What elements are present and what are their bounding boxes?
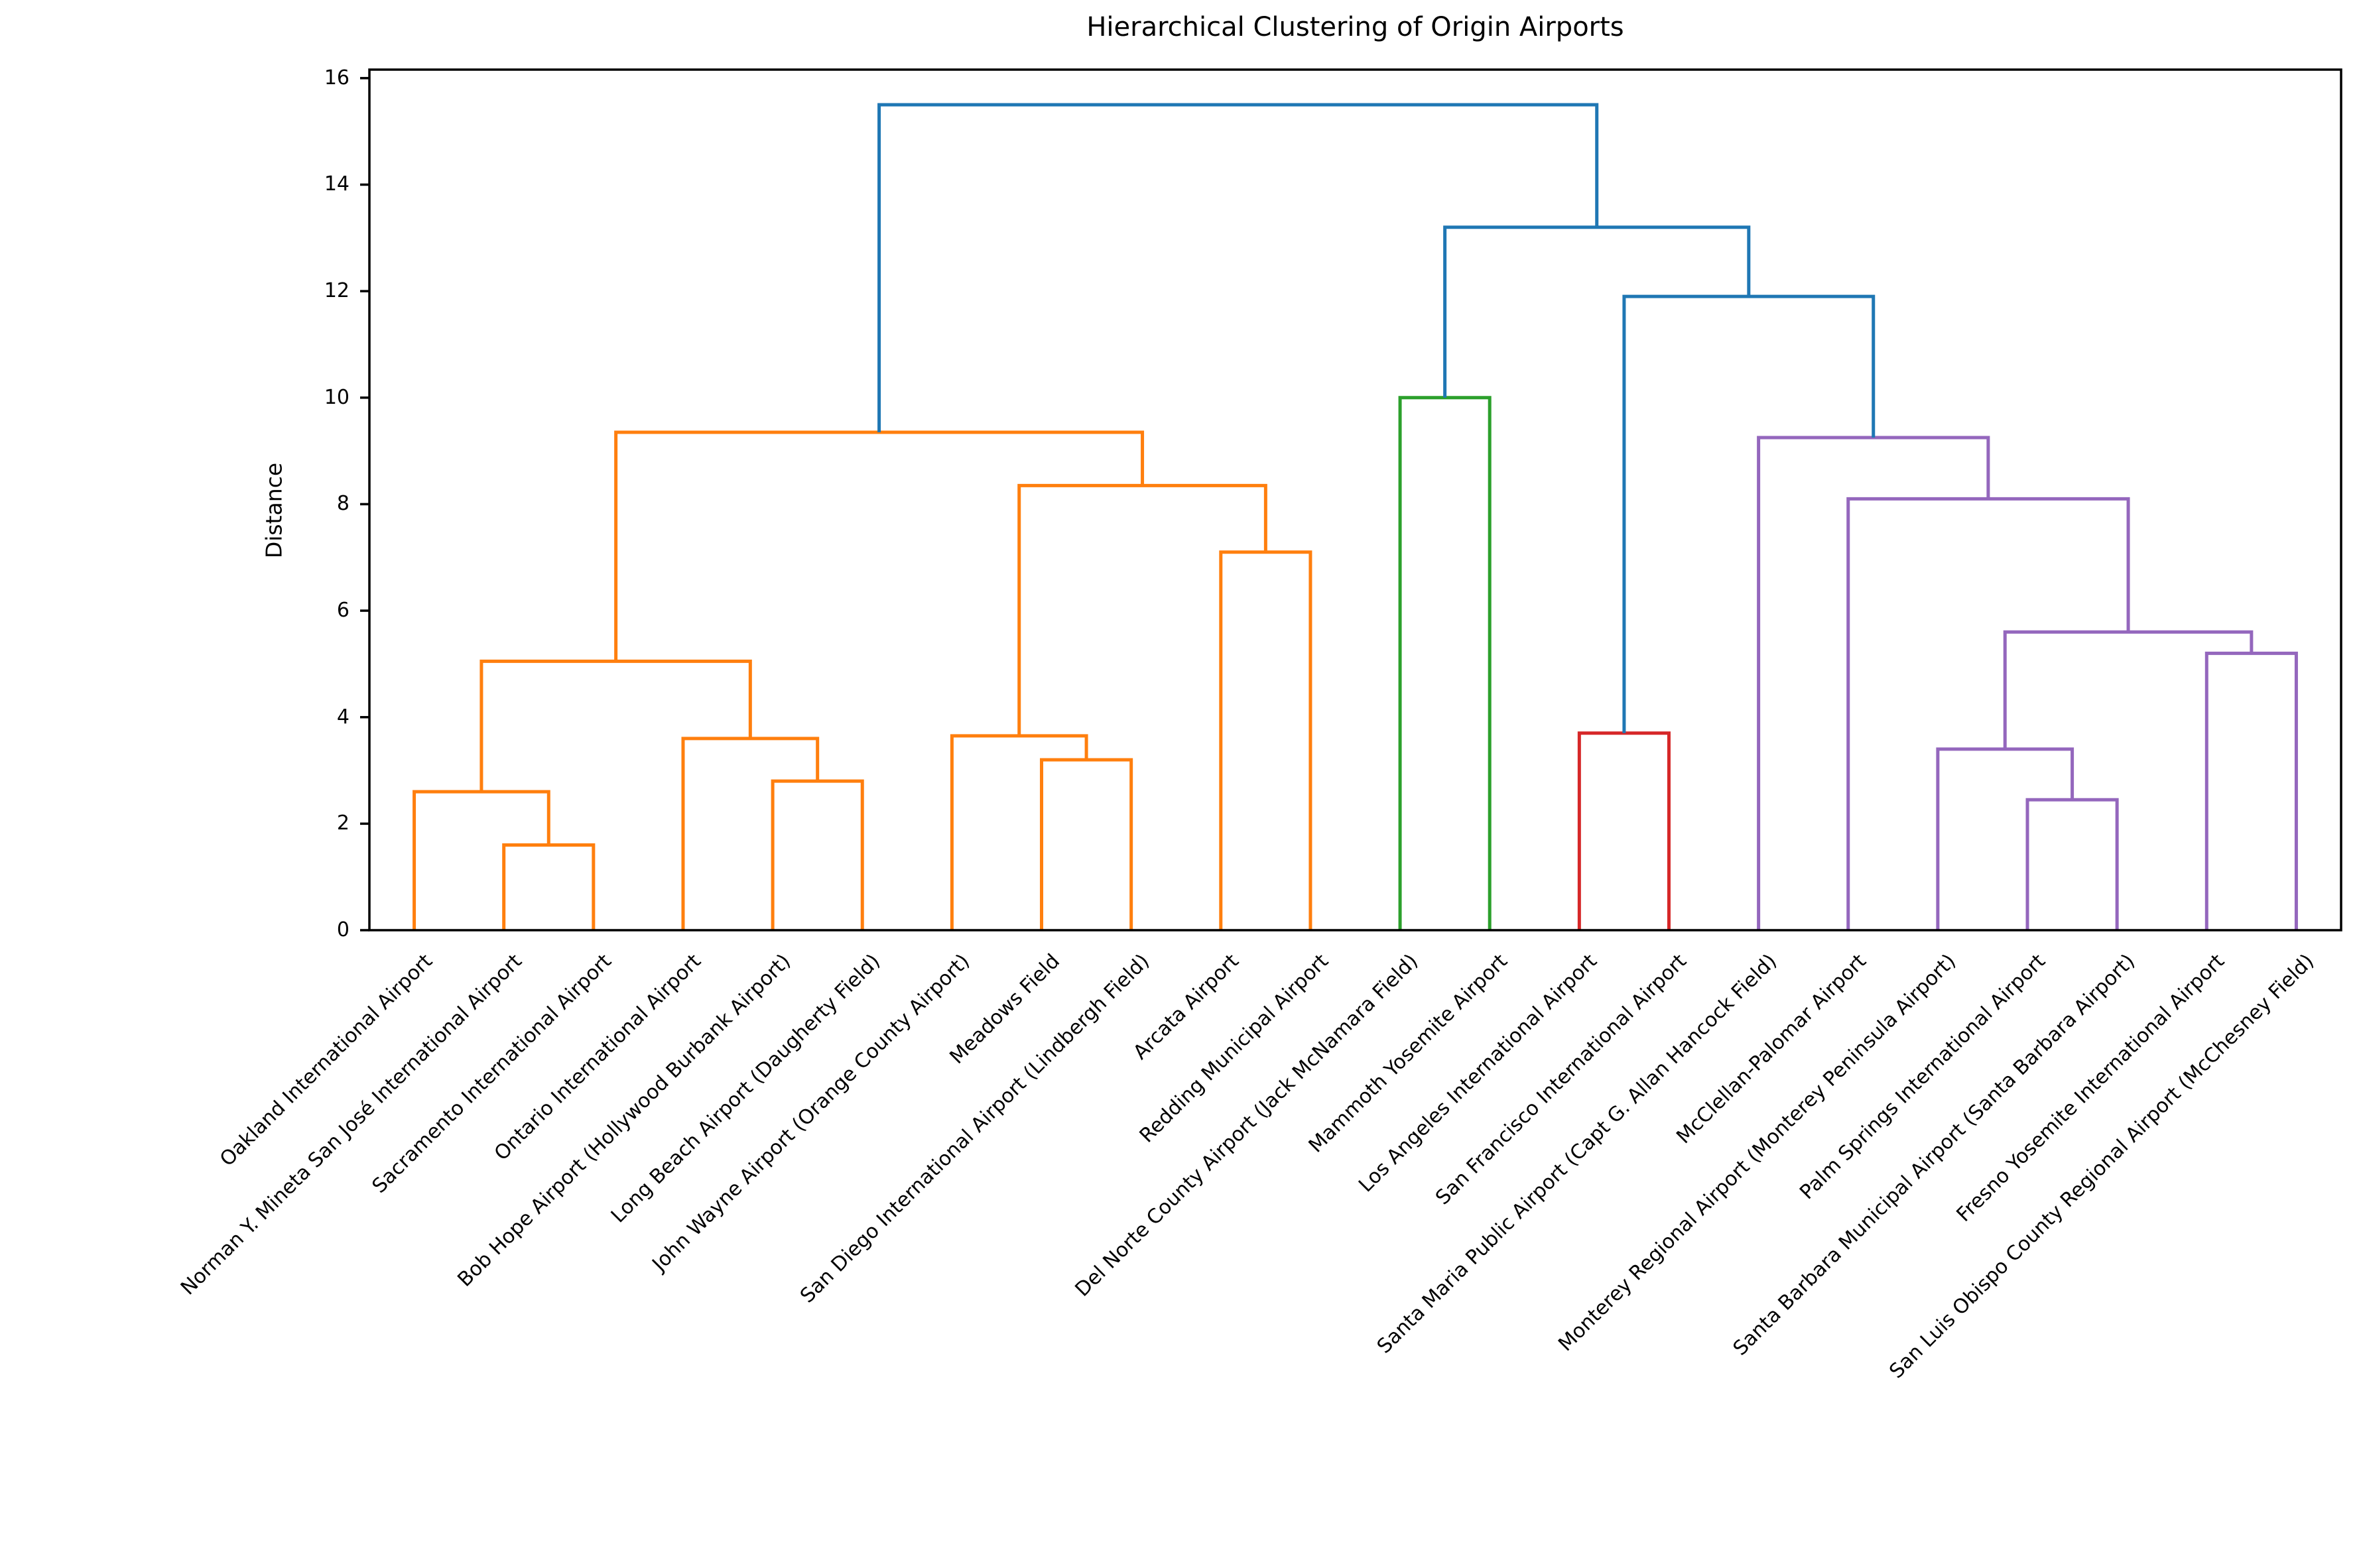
cluster-link-i bbox=[1017, 483, 1267, 736]
cluster-link-j bbox=[614, 430, 1145, 662]
cluster-link-g bbox=[950, 734, 1088, 930]
y-tick-label: 12 bbox=[324, 279, 350, 303]
cluster-link-f bbox=[1040, 758, 1133, 930]
cluster-link-root bbox=[877, 103, 1599, 432]
cluster-link-d bbox=[681, 737, 820, 930]
y-tick-label: 4 bbox=[336, 705, 350, 729]
cluster-link-o bbox=[2204, 651, 2298, 930]
cluster-link-a bbox=[502, 843, 596, 930]
cluster-link-q bbox=[1846, 497, 2130, 930]
cluster-link-m bbox=[2025, 798, 2119, 930]
cluster-link-r bbox=[1757, 436, 1990, 930]
y-tick-label: 14 bbox=[324, 172, 350, 196]
y-tick-label: 10 bbox=[324, 385, 350, 409]
cluster-link-p bbox=[2003, 630, 2254, 749]
cluster-link-e bbox=[479, 659, 752, 792]
y-tick-label: 2 bbox=[336, 812, 350, 835]
cluster-link-h bbox=[1219, 550, 1312, 930]
plot-border bbox=[368, 68, 2342, 932]
y-tick-label: 16 bbox=[324, 66, 350, 90]
cluster-link-lr bbox=[1577, 731, 1671, 930]
y-tick-label: 8 bbox=[336, 492, 350, 516]
cluster-link-b bbox=[413, 790, 550, 930]
cluster-link-t bbox=[1443, 225, 1751, 398]
cluster-link-k bbox=[1398, 396, 1492, 930]
cluster-link-n bbox=[1936, 747, 2074, 930]
y-tick-label: 0 bbox=[336, 918, 350, 941]
cluster-link-c bbox=[771, 779, 864, 930]
cluster-link-s bbox=[1622, 294, 1876, 733]
chart-title: Hierarchical Clustering of Origin Airpor… bbox=[1086, 12, 1624, 42]
y-tick-label: 6 bbox=[336, 599, 350, 623]
